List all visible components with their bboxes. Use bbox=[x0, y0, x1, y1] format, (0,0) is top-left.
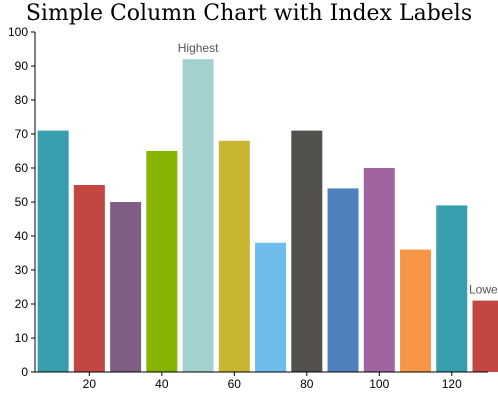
bar-130 bbox=[472, 300, 498, 372]
index-labels-layer: Highest Lowest bbox=[178, 41, 498, 296]
y-tick-label: 10 bbox=[15, 331, 29, 345]
y-tick-label: 0 bbox=[21, 365, 28, 379]
bar-60 bbox=[218, 140, 250, 372]
bar-80 bbox=[291, 130, 323, 372]
x-tick-label: 100 bbox=[369, 377, 389, 391]
index-label-lowest: Lowest bbox=[469, 283, 498, 297]
bar-100 bbox=[363, 168, 395, 372]
y-tick-label: 100 bbox=[8, 25, 28, 39]
bar-70 bbox=[255, 242, 287, 372]
y-tick-label: 60 bbox=[15, 161, 29, 175]
y-axis: 0 10 20 30 40 50 60 70 80 90 100 bbox=[8, 25, 36, 379]
bar-50 bbox=[182, 59, 214, 372]
x-tick-label: 60 bbox=[228, 377, 242, 391]
bar-30 bbox=[110, 202, 142, 372]
bar-120 bbox=[436, 205, 468, 372]
x-axis: 20 40 60 80 100 120 bbox=[35, 371, 488, 391]
index-label-highest: Highest bbox=[178, 41, 219, 55]
y-tick-label: 70 bbox=[15, 127, 29, 141]
y-tick-label: 80 bbox=[15, 93, 29, 107]
y-tick-label: 50 bbox=[15, 195, 29, 209]
bar-10 bbox=[37, 130, 69, 372]
x-tick-label: 20 bbox=[83, 377, 97, 391]
bars-layer bbox=[37, 59, 498, 372]
chart-title: Simple Column Chart with Index Labels bbox=[26, 1, 472, 26]
y-tick-label: 30 bbox=[15, 263, 29, 277]
bar-90 bbox=[327, 188, 359, 372]
y-tick-label: 40 bbox=[15, 229, 29, 243]
x-tick-label: 120 bbox=[442, 377, 462, 391]
y-tick-label: 90 bbox=[15, 59, 29, 73]
x-tick-label: 40 bbox=[155, 377, 169, 391]
x-tick-label: 80 bbox=[300, 377, 314, 391]
bar-40 bbox=[146, 151, 178, 372]
bar-110 bbox=[400, 249, 432, 372]
bar-20 bbox=[73, 185, 105, 372]
y-tick-label: 20 bbox=[15, 297, 29, 311]
